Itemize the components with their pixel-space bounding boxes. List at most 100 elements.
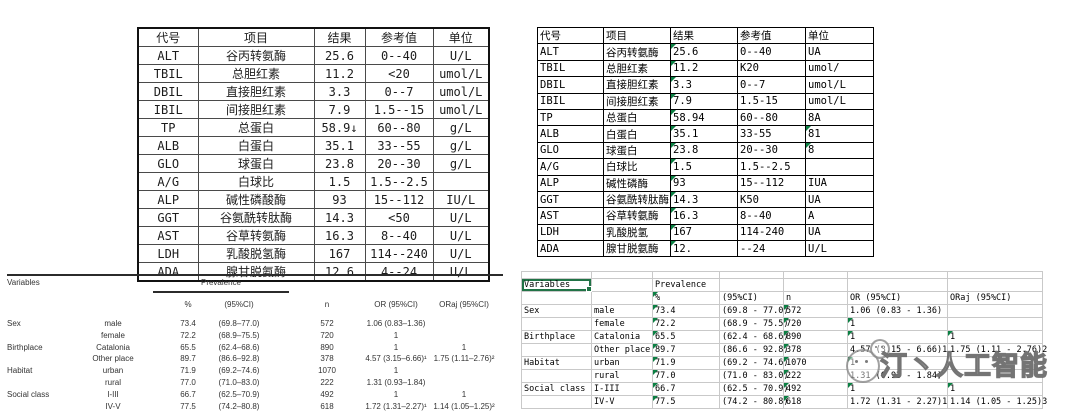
- spreadsheet-cell[interactable]: UA: [805, 223, 874, 242]
- spreadsheet-cell[interactable]: 25.6: [670, 43, 738, 61]
- spreadsheet-cell[interactable]: [521, 291, 592, 305]
- spreadsheet-cell[interactable]: 73.4: [652, 304, 720, 318]
- spreadsheet-cell[interactable]: umol/: [805, 59, 874, 78]
- spreadsheet-cell[interactable]: IV-V: [591, 395, 653, 409]
- spreadsheet-cell[interactable]: 腺甘脱氨酶: [603, 240, 671, 258]
- spreadsheet-cell[interactable]: (71.0 - 83.0): [719, 369, 789, 383]
- spreadsheet-cell[interactable]: (86.6 - 92.8): [719, 343, 789, 357]
- spreadsheet-cell[interactable]: TP: [537, 108, 604, 127]
- spreadsheet-cell[interactable]: UA: [805, 43, 874, 61]
- spreadsheet-cell[interactable]: GGT: [537, 190, 604, 209]
- spreadsheet-cell[interactable]: [947, 356, 1043, 370]
- spreadsheet-cell[interactable]: Catalonia: [591, 330, 653, 344]
- spreadsheet-cell[interactable]: 1: [847, 382, 948, 396]
- spreadsheet-cell[interactable]: 492: [783, 382, 848, 396]
- spreadsheet-cell[interactable]: n: [783, 291, 848, 305]
- spreadsheet-cell[interactable]: 12.: [670, 240, 738, 258]
- spreadsheet-cell[interactable]: 1.5--2.5: [737, 158, 806, 176]
- spreadsheet-cell[interactable]: [947, 278, 1043, 292]
- spreadsheet-cell[interactable]: 1.31 (0.93 - 1.84): [847, 369, 948, 383]
- spreadsheet-cell[interactable]: 58.94: [670, 108, 738, 127]
- spreadsheet-cell[interactable]: 23.8: [670, 141, 738, 160]
- spreadsheet-cell[interactable]: 7.9: [670, 92, 738, 110]
- spreadsheet-cell[interactable]: 114-240: [737, 223, 806, 242]
- spreadsheet-cell[interactable]: 890: [783, 330, 848, 344]
- spreadsheet-cell[interactable]: 8: [805, 141, 874, 160]
- spreadsheet-cell[interactable]: (69.8 - 77.0): [719, 304, 789, 318]
- spreadsheet-cell[interactable]: [521, 317, 592, 331]
- spreadsheet-cell[interactable]: [521, 343, 592, 357]
- spreadsheet-cell[interactable]: [947, 317, 1043, 331]
- spreadsheet-cell[interactable]: 乳酸脱氢: [603, 223, 671, 242]
- spreadsheet-cell[interactable]: (74.2 - 80.8): [719, 395, 789, 409]
- spreadsheet-cell[interactable]: U/L: [805, 240, 874, 258]
- spreadsheet-cell[interactable]: 35.1: [670, 125, 738, 143]
- spreadsheet-cell[interactable]: urban: [591, 356, 653, 370]
- spreadsheet-cell[interactable]: 1: [847, 330, 948, 344]
- spreadsheet-cell[interactable]: 618: [783, 395, 848, 409]
- spreadsheet-cell[interactable]: K20: [737, 59, 806, 78]
- spreadsheet-cell[interactable]: [783, 278, 848, 292]
- spreadsheet-cell[interactable]: 15--112: [737, 174, 806, 192]
- spreadsheet-cell[interactable]: 20--30: [737, 141, 806, 160]
- spreadsheet-cell[interactable]: 71.9: [652, 356, 720, 370]
- spreadsheet-cell[interactable]: 1.5-15: [737, 92, 806, 110]
- spreadsheet-cell[interactable]: IBIL: [537, 92, 604, 110]
- spreadsheet-cell[interactable]: 白球比: [603, 158, 671, 176]
- spreadsheet-cell[interactable]: 直接胆红素: [603, 76, 671, 94]
- spreadsheet-cell[interactable]: 谷草转氨酶: [603, 207, 671, 225]
- spreadsheet-cell[interactable]: I-III: [591, 382, 653, 396]
- spreadsheet-cell[interactable]: 1.75 (1.11 - 2.76)2: [947, 343, 1047, 357]
- spreadsheet-cell[interactable]: [783, 271, 848, 279]
- spreadsheet-cell[interactable]: (68.9 - 75.5): [719, 317, 789, 331]
- spreadsheet-cell[interactable]: 60--80: [737, 108, 806, 127]
- spreadsheet-cell[interactable]: 总蛋白: [603, 108, 671, 127]
- spreadsheet-cell[interactable]: 1: [947, 330, 1043, 344]
- spreadsheet-cell[interactable]: 项目: [603, 26, 671, 45]
- spreadsheet-cell[interactable]: 81: [805, 125, 874, 143]
- spreadsheet-cell[interactable]: [719, 271, 784, 279]
- spreadsheet-cell[interactable]: ORaj (95%CI): [947, 291, 1043, 305]
- spreadsheet-cell[interactable]: [521, 395, 592, 409]
- spreadsheet-cell[interactable]: LDH: [537, 223, 604, 242]
- spreadsheet-cell[interactable]: 77.5: [652, 395, 720, 409]
- spreadsheet-cell[interactable]: [652, 271, 720, 279]
- spreadsheet-cell[interactable]: Social class: [521, 382, 592, 396]
- spreadsheet-cell[interactable]: AST: [537, 207, 604, 225]
- spreadsheet-cell[interactable]: 77.0: [652, 369, 720, 383]
- spreadsheet-cell[interactable]: A/G: [537, 158, 604, 176]
- spreadsheet-cell[interactable]: 14.3: [670, 190, 738, 209]
- spreadsheet-cell[interactable]: [591, 278, 653, 292]
- spreadsheet-cell[interactable]: 结果: [670, 26, 738, 45]
- spreadsheet-cell[interactable]: [591, 291, 653, 305]
- spreadsheet-cell[interactable]: 1070: [783, 356, 848, 370]
- spreadsheet-cell[interactable]: [521, 271, 592, 279]
- spreadsheet-cell[interactable]: 16.3: [670, 207, 738, 225]
- spreadsheet-cell[interactable]: (95%CI): [719, 291, 784, 305]
- spreadsheet-cell[interactable]: --24: [737, 240, 806, 258]
- spreadsheet-cell[interactable]: ALP: [537, 174, 604, 192]
- spreadsheet-cell[interactable]: [847, 271, 948, 279]
- spreadsheet-cell[interactable]: 0--7: [737, 76, 806, 94]
- spreadsheet-cell[interactable]: [947, 271, 1043, 279]
- spreadsheet-cell[interactable]: 总胆红素: [603, 59, 671, 78]
- spreadsheet-cell[interactable]: 222: [783, 369, 848, 383]
- spreadsheet-cell[interactable]: 1.5: [670, 158, 738, 176]
- spreadsheet-cell[interactable]: 8--40: [737, 207, 806, 225]
- spreadsheet-cell[interactable]: TBIL: [537, 59, 604, 78]
- spreadsheet-cell[interactable]: 谷氨酰转肽酶: [603, 190, 671, 209]
- spreadsheet-cell[interactable]: (62.4 - 68.6): [719, 330, 789, 344]
- spreadsheet-cell[interactable]: Prevalence: [652, 278, 720, 292]
- spreadsheet-cell[interactable]: ALT: [537, 43, 604, 61]
- spreadsheet-cell[interactable]: 378: [783, 343, 848, 357]
- spreadsheet-cell[interactable]: 572: [783, 304, 848, 318]
- spreadsheet-cell[interactable]: [805, 158, 874, 176]
- spreadsheet-cell[interactable]: 89.7: [652, 343, 720, 357]
- spreadsheet-cell[interactable]: 65.5: [652, 330, 720, 344]
- spreadsheet-cell[interactable]: umol/L: [805, 76, 874, 94]
- spreadsheet-cell[interactable]: umol/L: [805, 92, 874, 110]
- spreadsheet-cell[interactable]: 间接胆红素: [603, 92, 671, 110]
- spreadsheet-cell[interactable]: 1.14 (1.05 - 1.25)3: [947, 395, 1047, 409]
- spreadsheet-cell[interactable]: 33-55: [737, 125, 806, 143]
- spreadsheet-cell[interactable]: 8A: [805, 108, 874, 127]
